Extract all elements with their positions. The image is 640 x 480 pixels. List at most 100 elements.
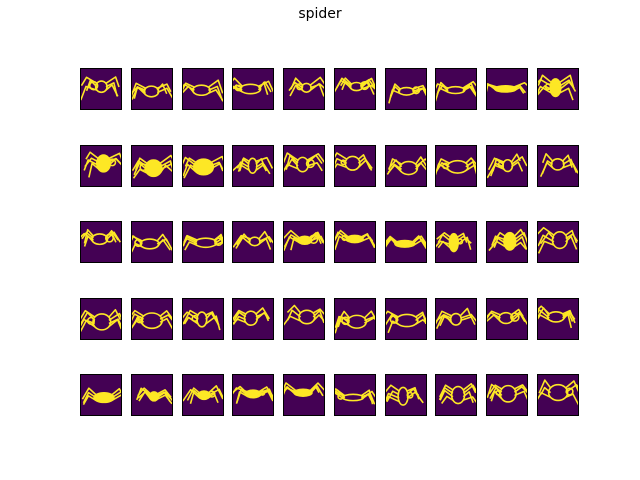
spider-leg: [360, 80, 375, 95]
spider-leg: [510, 312, 526, 322]
spider-head: [337, 393, 344, 400]
spider-leg: [156, 391, 172, 402]
spider-doodle: [233, 156, 274, 174]
spider-doodle: [81, 76, 120, 101]
spider-leg: [514, 390, 527, 400]
spider-leg: [284, 314, 301, 326]
spider-doodle: [436, 156, 477, 175]
spider-leg: [385, 395, 399, 403]
spider-leg: [491, 231, 506, 245]
spider-doodle: [537, 226, 578, 254]
spider-body: [451, 385, 466, 405]
spider-leg: [437, 233, 452, 244]
spider-head: [442, 161, 449, 169]
spider-doodle: [334, 151, 373, 171]
spider-leg: [108, 318, 121, 329]
spider-leg: [357, 158, 373, 169]
spider-doodle: [233, 385, 274, 404]
spider-body: [345, 234, 364, 244]
doodle-cell: [181, 68, 224, 110]
spider-body: [94, 80, 108, 94]
spider-leg: [490, 162, 505, 176]
doodle-cell: [181, 144, 224, 187]
spider-doodle: [487, 81, 527, 94]
spider-leg: [105, 76, 120, 88]
spider-head: [340, 315, 350, 325]
spider-body: [546, 310, 565, 323]
spider-leg: [108, 152, 121, 159]
spider-head: [104, 233, 115, 243]
doodle-cell: [333, 221, 376, 263]
spider-leg: [439, 313, 453, 326]
spider-doodle: [233, 77, 274, 96]
spider-leg: [559, 74, 575, 88]
spider-leg: [183, 241, 197, 251]
doodle-cell: [181, 221, 224, 263]
spider-leg: [488, 384, 503, 394]
spider-leg: [213, 240, 223, 247]
doodle-cell: [486, 144, 528, 187]
doodle-cell: [333, 68, 376, 110]
spider-body: [297, 235, 313, 245]
spider-body: [91, 233, 109, 246]
spider-body: [493, 84, 518, 93]
spider-leg: [111, 387, 121, 396]
spider-leg: [207, 79, 223, 94]
doodle-cell: [536, 144, 579, 187]
spider-leg: [537, 234, 555, 247]
spider-doodle: [233, 306, 271, 326]
spider-doodle: [334, 229, 375, 251]
spider-body: [398, 160, 418, 175]
spider-leg: [184, 156, 196, 167]
spider-head: [88, 80, 99, 91]
spider-doodle: [436, 80, 477, 102]
spider-body: [144, 158, 163, 177]
spider-doodle: [131, 154, 172, 179]
spider-leg: [108, 308, 121, 320]
spider-leg: [406, 391, 424, 404]
spider-body: [245, 389, 262, 399]
spider-leg: [357, 156, 373, 171]
spider-leg: [537, 240, 554, 254]
doodle-cell: [536, 374, 579, 416]
spider-leg: [233, 385, 248, 394]
spider-leg: [108, 312, 121, 321]
spider-leg: [334, 162, 347, 169]
spider-leg: [182, 310, 198, 320]
doodle-cell: [333, 374, 376, 416]
spider-leg: [437, 240, 452, 249]
spider-leg: [562, 309, 576, 323]
spider-doodle: [131, 82, 172, 100]
doodle-cell: [232, 144, 275, 187]
spider-leg: [189, 389, 200, 404]
spider-leg: [436, 313, 453, 321]
spider-leg: [491, 235, 506, 246]
doodle-cell: [384, 68, 427, 110]
spider-leg: [336, 310, 350, 324]
spider-leg: [182, 388, 200, 402]
doodle-cell: [384, 144, 427, 187]
spider-head: [341, 234, 348, 242]
spider-body: [394, 313, 419, 327]
spider-doodle: [387, 83, 426, 104]
spider-doodle: [386, 155, 426, 175]
spider-head: [190, 314, 199, 322]
spider-body: [143, 85, 160, 98]
spider-doodle: [182, 233, 223, 251]
spider-leg: [439, 389, 454, 401]
spider-leg: [334, 315, 350, 328]
spider-leg: [387, 158, 402, 169]
spider-leg: [513, 81, 527, 88]
spider-head: [497, 160, 505, 168]
spider-doodle: [131, 309, 172, 329]
spider-leg: [334, 151, 347, 160]
spider-leg: [411, 235, 426, 249]
spider-leg: [558, 81, 575, 91]
spider-leg: [284, 386, 297, 396]
spider-leg: [487, 83, 498, 92]
spider-body: [193, 237, 217, 249]
doodle-cell: [435, 374, 478, 416]
spider-leg: [182, 82, 195, 91]
spider-leg: [258, 388, 274, 400]
spider-leg: [255, 311, 270, 320]
